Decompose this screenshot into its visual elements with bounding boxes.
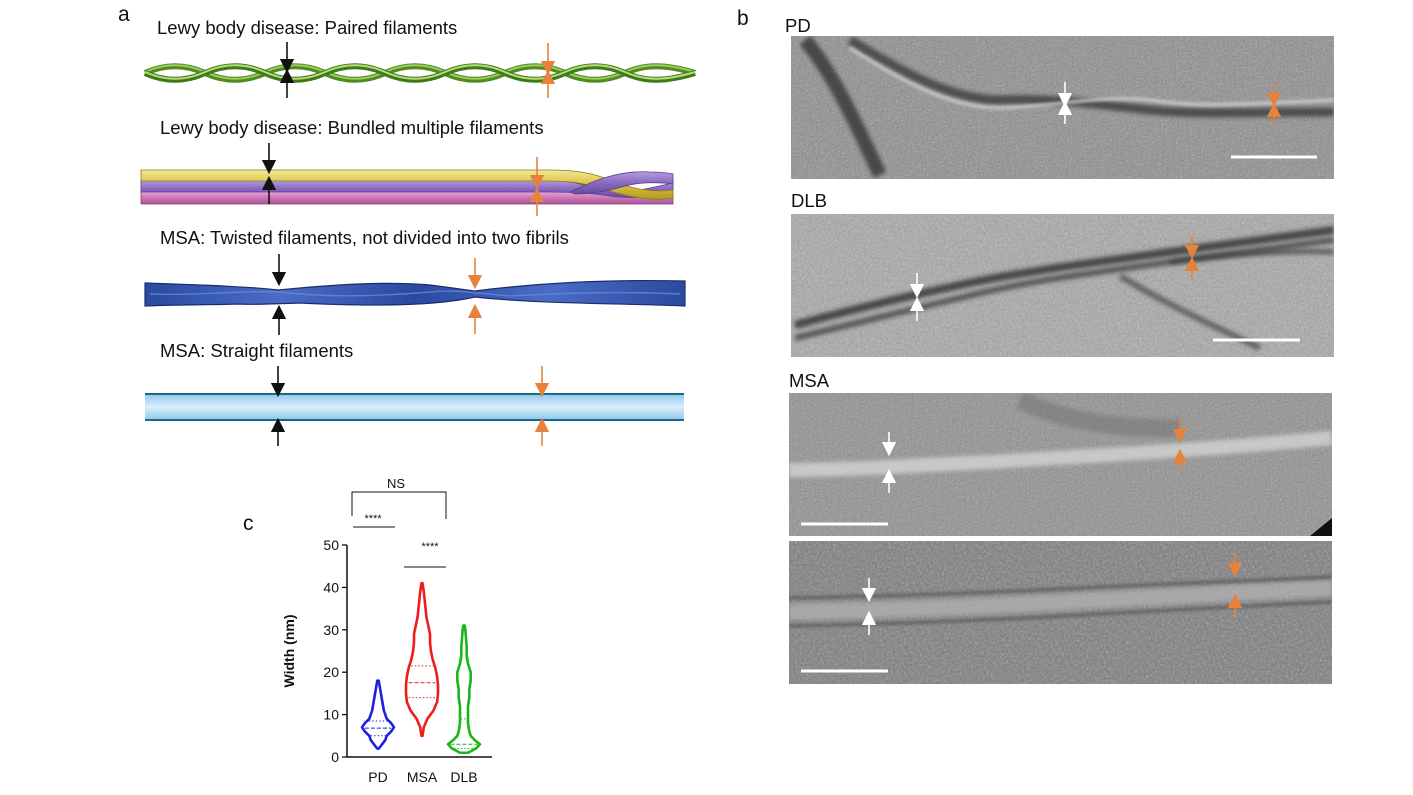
panel-a: a Lewy body disease: Paired filaments Le… — [118, 3, 696, 446]
significance-label: **** — [364, 513, 382, 525]
straight-filaments-illustration — [145, 393, 684, 421]
panel-c: c 0 10 20 30 40 50 Width (nm) PD MSA DLB **** **** N… — [243, 476, 492, 785]
significance-label: NS — [387, 476, 405, 491]
twisted-filaments-title: MSA: Twisted filaments, not divided into… — [160, 227, 569, 248]
y-tick-label: 0 — [331, 749, 339, 765]
bundled-filaments-title: Lewy body disease: Bundled multiple fila… — [160, 117, 544, 138]
violin-pd — [360, 679, 396, 750]
y-tick-label: 30 — [323, 622, 339, 638]
violin-chart: 0 10 20 30 40 50 Width (nm) PD MSA DLB **** **** NS — [281, 476, 492, 785]
y-tick-label: 40 — [323, 579, 339, 595]
straight-filaments-title: MSA: Straight filaments — [160, 340, 353, 361]
panel-b: b PD DLB — [737, 7, 1334, 684]
bundled-filaments-illustration — [140, 169, 674, 205]
twisted-filaments-illustration — [144, 279, 686, 307]
paired-filaments-title: Lewy body disease: Paired filaments — [157, 17, 457, 38]
significance-label: **** — [421, 541, 439, 553]
violin-dlb — [446, 624, 482, 755]
y-tick-label: 20 — [323, 664, 339, 680]
em-image-msa-1 — [789, 393, 1332, 536]
paired-filaments-row: Lewy body disease: Paired filaments — [143, 17, 696, 98]
y-tick-label: 50 — [323, 537, 339, 553]
em-image-msa-2 — [789, 541, 1332, 684]
em-title-dlb: DLB — [791, 190, 827, 211]
y-axis-label: Width (nm) — [281, 615, 297, 688]
significance-bracket — [351, 491, 447, 519]
x-tick-label: PD — [368, 769, 387, 785]
x-tick-label: MSA — [407, 769, 438, 785]
x-tick-label: DLB — [450, 769, 477, 785]
straight-filaments-row: MSA: Straight filaments — [145, 340, 684, 446]
panel-b-label: b — [737, 7, 749, 30]
em-title-msa: MSA — [789, 370, 830, 391]
bundled-filaments-row: Lewy body disease: Bundled multiple fila… — [140, 117, 674, 216]
panel-a-label: a — [118, 3, 130, 26]
violin-msa — [404, 581, 440, 738]
twisted-filaments-row: MSA: Twisted filaments, not divided into… — [144, 227, 686, 335]
em-image-dlb — [791, 214, 1334, 357]
panel-c-label: c — [243, 512, 254, 535]
paired-filaments-illustration — [143, 63, 696, 83]
em-title-pd: PD — [785, 15, 811, 36]
y-tick-label: 10 — [323, 707, 339, 723]
em-image-pd — [791, 36, 1334, 179]
